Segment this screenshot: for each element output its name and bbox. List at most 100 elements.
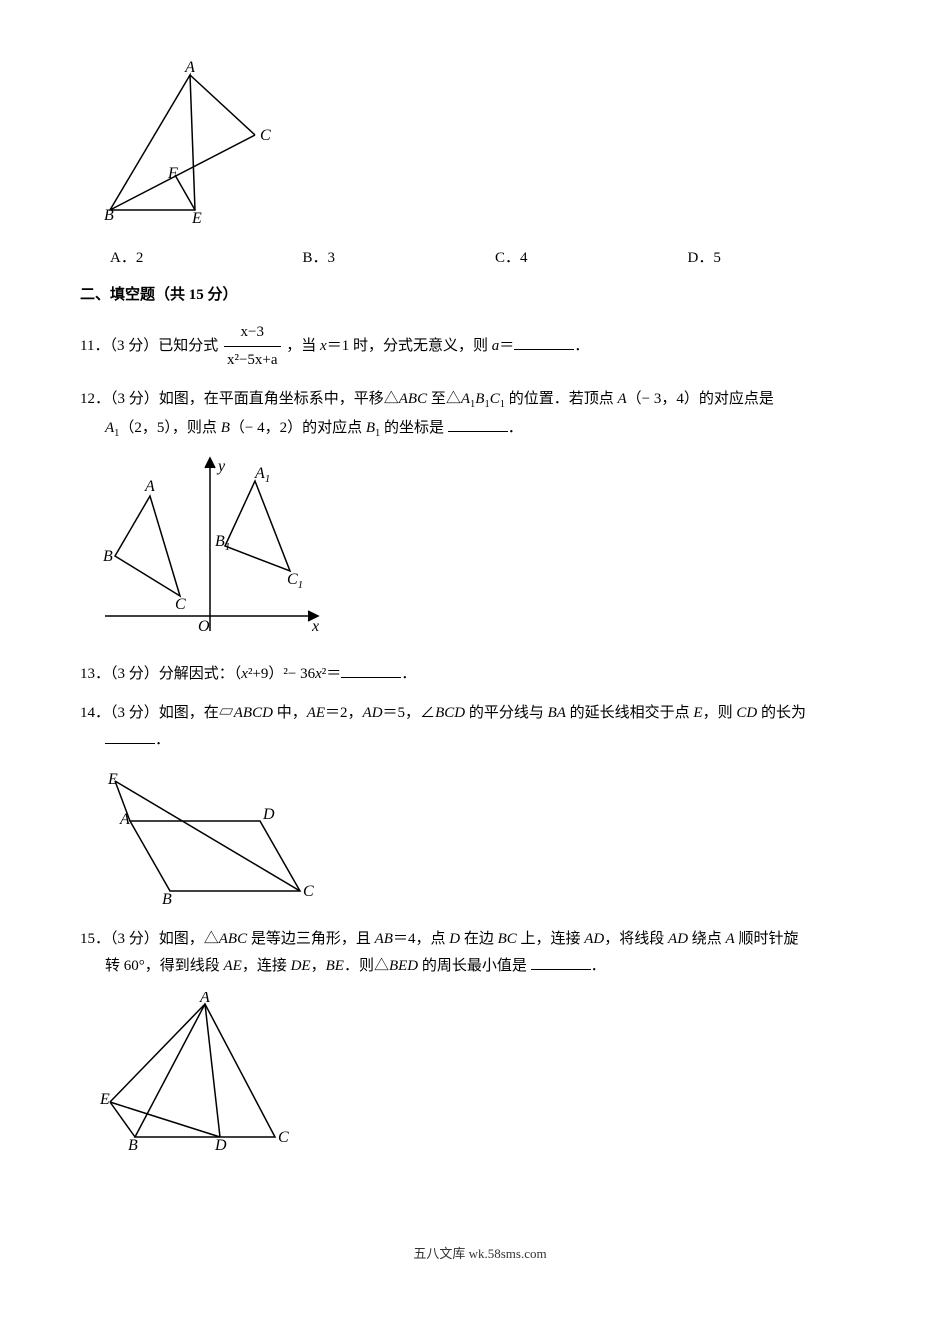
q15-abc: ABC [219,931,247,947]
q15-l1e: 上，连接 [517,931,585,947]
label-B: B [104,207,114,224]
q14-ae: AE [307,705,325,721]
q14-period: ． [155,732,170,748]
label-B1: B1 [215,533,230,553]
q15-l1a: 15．（3 分）如图，△ [80,931,219,947]
q14-l1b: 中， [273,705,307,721]
q12-abc: ABC [399,391,427,407]
label-B3: B [162,891,172,906]
q15-l1f: ，将线段 [604,931,668,947]
q13-x2: x [315,666,322,682]
label-A3: A [119,811,130,828]
q14-bcd: BCD [435,705,465,721]
q12-l1b: 至△ [427,391,461,407]
q12-B1: B [366,420,375,436]
q15-de: DE [291,958,311,974]
q11-suffix: ＝ [499,338,514,354]
equilateral-diagram: A E B D C [100,992,300,1152]
label-y: y [216,458,226,475]
q14-l1e: 的平分线与 [465,705,548,721]
label-A4: A [199,992,210,1006]
q13-blank [341,663,401,678]
q15-l1g: 绕点 [688,931,726,947]
question-12: 12．（3 分）如图，在平面直角坐标系中，平移△ABC 至△A1B1C1 的位置… [80,386,880,444]
label-C4: C [278,1129,289,1146]
q15-l2c: ， [311,958,326,974]
question-14: 14．（3 分）如图，在▱ABCD 中，AE＝2，AD＝5，∠BCD 的平分线与… [80,700,880,754]
q15-A: A [726,931,735,947]
q15-ab: AB [375,931,393,947]
q13-x1: x [241,666,248,682]
figure-q14: E A D B C [100,766,880,916]
q15-line2: 转 60°，得到线段 AE，连接 DE，BE．则△BED 的周长最小值是 ． [105,953,880,980]
q15-l1b: 是等边三角形，且 [247,931,375,947]
label-A2: A [144,478,155,495]
q14-l1g: ，则 [703,705,737,721]
q14-abcd: ABCD [234,705,273,721]
q14-cd: CD [736,705,757,721]
question-11: 11．（3 分）已知分式 x−3 x²−5x+a ，当 x＝1 时，分式无意义，… [80,319,880,374]
q11-prefix: 11．（3 分）已知分式 [80,338,218,354]
q15-ad2: AD [668,931,688,947]
label-E3: E [107,771,118,788]
q12-c1: C [490,391,500,407]
q12-l1a: 12．（3 分）如图，在平面直角坐标系中，平移△ [80,391,399,407]
q14-l1a: 14．（3 分）如图，在▱ [80,705,234,721]
q12-B: B [221,420,230,436]
q15-D: D [449,931,460,947]
q11-denominator: x²−5x+a [224,347,281,374]
q12-line2: A1（2，5），则点 B（− 4，2）的对应点 B1 的坐标是 ． [105,415,880,444]
q11-var-x: x [320,338,327,354]
parallelogram-diagram: E A D B C [100,766,320,906]
q14-l1f: 的延长线相交于点 [566,705,694,721]
q12-a1: A [461,391,470,407]
q10-options: A．2 B．3 C．4 D．5 [110,245,880,272]
q14-ad: AD [363,705,383,721]
figure-q15: A E B D C [100,992,880,1162]
q12-l1c: 的位置．若顶点 [505,391,618,407]
q14-ba: BA [548,705,566,721]
option-A: A．2 [110,245,303,272]
q15-bed: BED [389,958,418,974]
q13-period: ． [401,666,416,682]
q12-l2c: 的坐标是 [380,420,448,436]
figure-q12: y x O A B C A1 B1 C1 [100,456,880,651]
q11-eq: ＝1 时，分式无意义，则 [327,338,492,354]
q11-blank [514,335,574,350]
label-C3: C [303,883,314,900]
q15-l1h: 顺时针旋 [735,931,799,947]
q12-l2d: ． [508,420,523,436]
q15-l1d: 在边 [460,931,498,947]
q11-period: ． [574,338,589,354]
label-B2: B [103,548,113,565]
option-C: C．4 [495,245,688,272]
q15-blank [531,955,591,970]
q15-l1c: ＝4，点 [393,931,449,947]
label-F: F [167,165,178,182]
label-x: x [311,618,319,635]
q12-l2a: （2，5），则点 [119,420,220,436]
label-C1: C1 [287,571,303,591]
q12-A1b: A [105,420,114,436]
label-E4: E [100,1091,110,1108]
q13-e2: ²+9）²− 36 [248,666,315,682]
q11-fraction: x−3 x²−5x+a [224,319,281,374]
label-C2: C [175,596,186,613]
q15-l2b: ，连接 [242,958,291,974]
label-O: O [198,618,210,635]
option-D: D．5 [688,245,881,272]
q15-ad: AD [584,931,604,947]
q15-ae: AE [224,958,242,974]
q14-l1c: ＝2， [325,705,363,721]
q14-l1h: 的长为 [757,705,806,721]
q14-blank [105,729,155,744]
coordinate-diagram: y x O A B C A1 B1 C1 [100,456,330,641]
option-B: B．3 [303,245,496,272]
label-D3: D [262,806,275,823]
q12-l2b: （− 4，2）的对应点 [230,420,366,436]
q15-l2d: ．则△ [344,958,389,974]
label-B4: B [128,1137,138,1152]
q15-l2e: 的周长最小值是 [418,958,531,974]
q13-prefix: 13．（3 分）分解因式：（ [80,666,241,682]
triangle-diagram-1: A B E C F [100,60,280,225]
